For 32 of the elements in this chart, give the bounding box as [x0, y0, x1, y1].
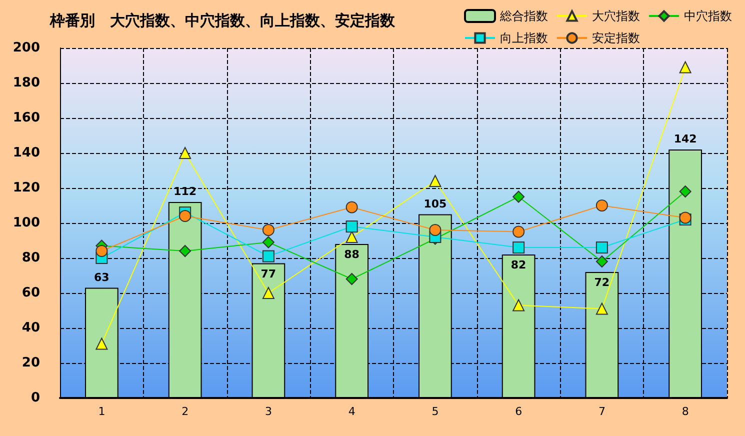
x-tick-label: 3: [264, 405, 272, 418]
legend-label: 中穴指数: [684, 9, 732, 23]
x-tick-label: 6: [515, 405, 522, 418]
y-tick-label: 20: [22, 356, 40, 370]
x-tick-label: 8: [682, 405, 689, 418]
x-tick-label: 2: [182, 405, 189, 418]
data-label: 82: [510, 258, 526, 272]
data-label: 72: [594, 276, 610, 289]
data-label: 63: [94, 270, 110, 284]
data-label: 88: [344, 248, 360, 261]
legend-label: 大穴指数: [592, 9, 640, 23]
y-tick-label: 40: [22, 320, 40, 336]
y-tick-label: 0: [30, 390, 40, 406]
legend-label: 総合指数: [499, 9, 548, 23]
x-tick-label: 4: [348, 405, 356, 418]
data-label: 77: [260, 267, 276, 280]
y-tick-label: 140: [12, 146, 40, 160]
y-tick-label: 200: [12, 40, 40, 56]
y-tick-label: 120: [12, 180, 40, 196]
x-tick-label: 5: [432, 405, 439, 418]
y-tick-label: 100: [12, 216, 40, 230]
data-label: 142: [674, 132, 697, 146]
chart-title: 枠番別 大穴指数、中穴指数、向上指数、安定指数: [49, 12, 396, 30]
y-tick-label: 180: [12, 76, 40, 90]
y-tick-label: 80: [22, 250, 40, 266]
y-tick-label: 60: [22, 286, 40, 300]
x-tick-label: 7: [598, 405, 606, 418]
y-tick-label: 160: [12, 110, 40, 126]
x-tick-label: 1: [98, 405, 106, 418]
data-label: 105: [424, 197, 447, 210]
legend-label: 安定指数: [592, 31, 640, 45]
legend-label: 向上指数: [500, 31, 548, 45]
